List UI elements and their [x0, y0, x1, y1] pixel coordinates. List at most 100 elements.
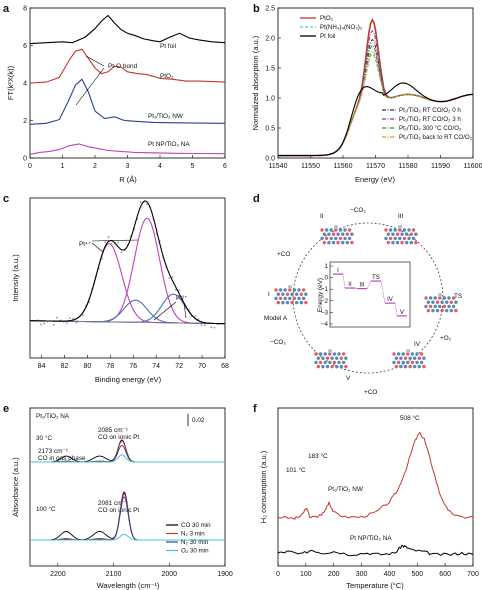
series-label-nw-f: Pt₁/TiO₂ NW	[328, 486, 364, 493]
state-label-II: II	[320, 213, 324, 220]
cluster-atom	[410, 352, 415, 356]
cluster-atom	[332, 360, 337, 365]
envelope-fit-c	[30, 200, 226, 325]
cluster-models	[274, 225, 458, 369]
y-tick-label-b: 0.0	[265, 156, 275, 163]
legend-label-e: CO 30 min	[181, 522, 211, 529]
cluster-atom	[402, 228, 407, 232]
cluster-atom	[415, 360, 419, 365]
cluster-atom	[440, 308, 444, 313]
cluster-atom	[344, 364, 348, 369]
cluster-atom	[411, 228, 416, 232]
x-tick-label-c: 84	[38, 363, 46, 370]
component-peak-c	[30, 299, 225, 325]
cluster-atom	[442, 304, 447, 309]
peak-label-183: 183 °C	[308, 452, 328, 460]
raw-data-point-c	[168, 277, 171, 279]
state-label-I: I	[268, 291, 270, 298]
cluster-atom	[405, 232, 409, 236]
raw-data-point-c	[194, 315, 197, 317]
cluster-atom	[274, 296, 278, 301]
cluster-atom	[316, 356, 320, 360]
cluster-atom	[321, 364, 325, 369]
panel-label-c: c	[3, 193, 9, 205]
y-tick-label-a: 6	[23, 43, 27, 50]
cluster-atom	[396, 352, 401, 356]
x-ticks-a: 0 1 2 3 4 5 6	[28, 155, 227, 170]
cluster-atom	[454, 300, 458, 304]
raw-data-point-c	[117, 241, 119, 244]
cluster-atom	[447, 304, 451, 309]
x-tick-label-e: 2000	[161, 571, 177, 578]
cluster-atom	[332, 352, 337, 356]
x-tick-label-e: 2200	[50, 571, 66, 578]
x-tick-label-f: 700	[467, 571, 479, 578]
x-tick-label-a: 1	[61, 163, 65, 170]
x-tick-label-e: 2100	[106, 571, 122, 578]
x-tick-label-f: 200	[328, 571, 340, 578]
x-tick-label-c: 78	[106, 363, 114, 370]
annotation-gas-phase: CO in gas phase	[38, 455, 86, 462]
raw-data-point-c	[171, 276, 174, 278]
x-ticks-e: 2200 2100 2000 1900	[50, 563, 233, 578]
series-line-a	[29, 14, 226, 45]
cluster-atom	[330, 364, 334, 369]
component-peak-c	[30, 243, 225, 325]
cluster-atom	[329, 228, 333, 232]
annotation-2081: 2081 cm⁻¹	[98, 500, 128, 507]
raw-data-point-c	[75, 321, 78, 324]
cluster-atom	[388, 228, 393, 232]
cluster-atom	[433, 304, 437, 309]
inset-y-tick-label: −4	[321, 321, 329, 328]
cluster-atom	[428, 304, 433, 309]
cluster-atom	[341, 352, 346, 356]
cluster-atom	[336, 240, 340, 245]
inset-y-tick-label: −1	[321, 286, 329, 293]
cluster-atom	[417, 356, 421, 360]
step-minus-co2-top: −CO₂	[350, 207, 366, 214]
state-label-TS: TS	[454, 293, 462, 300]
raw-data-point-c	[43, 322, 46, 325]
cluster-atom	[414, 232, 418, 236]
cluster-atom	[318, 360, 323, 365]
cluster-atom	[409, 240, 413, 245]
energy-level-label: IV	[387, 296, 394, 303]
peak-label-508: 508 °C	[400, 414, 420, 422]
legend-label-b: Pt foil	[320, 33, 335, 40]
x-tick-label-c: 80	[83, 363, 91, 370]
series-line-a	[29, 78, 226, 125]
cluster-atom	[424, 296, 428, 300]
x-tick-label-b: 11560	[334, 163, 353, 170]
cluster-atom	[445, 308, 449, 313]
x-tick-label-f: 300	[356, 571, 368, 578]
cluster-atom	[330, 356, 334, 360]
cluster-atom	[304, 300, 308, 305]
cluster-atom	[338, 228, 343, 232]
panel-e: e 2200 2100 2000 1900 Wavelength (cm⁻¹) Abs…	[3, 403, 233, 590]
energy-level-label: III	[359, 282, 364, 289]
arrow-nw	[75, 67, 105, 106]
cluster-atom	[384, 236, 388, 241]
panel-label-b: b	[253, 3, 260, 15]
x-tick-label-f: 0	[276, 571, 280, 578]
cluster-atom	[419, 352, 424, 356]
cluster-atom	[276, 292, 280, 296]
cluster-atom	[408, 364, 412, 369]
cluster-atom	[428, 296, 433, 300]
cluster-atom	[395, 232, 400, 236]
cluster-atom	[338, 236, 343, 241]
panel-a: a 0 2 4 6 8 0 1 2 3 4 5 6 R (Å) FT(k²X(k)) Pt-O bo…	[3, 3, 227, 184]
cluster-atom	[329, 236, 333, 241]
pt-atom	[334, 225, 338, 229]
cluster-atom	[320, 236, 324, 241]
cluster-atom	[331, 232, 336, 236]
cluster-atom	[408, 356, 412, 360]
legend-label-e: N₂ 30 min	[181, 539, 209, 546]
y-axis-label-c: Intensity (a.u.)	[11, 254, 20, 302]
cluster-atom	[417, 364, 421, 369]
raw-data-point-c	[53, 324, 55, 326]
x-tick-label-f: 400	[384, 571, 396, 578]
panel-b: b 0.0 0.5 1.0 1.5 2.0 2.5 11540 11550 11560 1157…	[251, 3, 482, 184]
cluster-atom	[292, 288, 297, 292]
